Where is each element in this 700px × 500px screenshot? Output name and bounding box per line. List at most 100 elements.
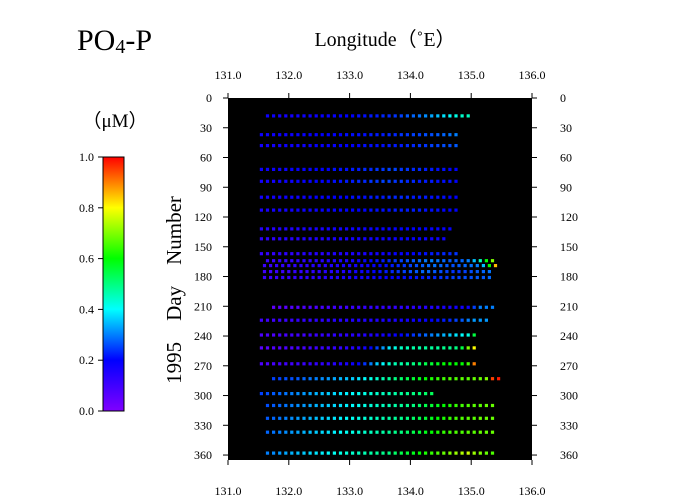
heatmap-cell: [381, 114, 385, 118]
x-tick-label-bottom: 135.0: [458, 484, 485, 498]
heatmap-cell: [381, 259, 385, 263]
heatmap-cell: [490, 403, 495, 408]
heatmap-cell: [351, 377, 355, 381]
heatmap-cell: [393, 237, 397, 241]
heatmap-cell: [442, 403, 446, 408]
heatmap-cell: [296, 259, 300, 263]
heatmap-cell: [442, 195, 446, 199]
heatmap-cell: [405, 252, 409, 256]
heatmap-cell: [351, 179, 355, 183]
heatmap-cell: [448, 346, 452, 350]
y-tick-label-left: 180: [194, 270, 212, 284]
heatmap-cell: [381, 167, 385, 171]
heatmap-cell: [421, 264, 425, 268]
heatmap-cell: [387, 252, 391, 256]
heatmap-cell: [424, 259, 428, 263]
heatmap-cell: [302, 346, 306, 350]
heatmap-cell: [308, 362, 312, 366]
heatmap-cell: [302, 167, 306, 171]
heatmap-cell: [381, 430, 385, 434]
heatmap-cell: [405, 451, 409, 455]
heatmap-cell: [484, 318, 488, 322]
heatmap-cell: [484, 430, 488, 434]
heatmap-cell: [302, 252, 306, 256]
heatmap-cell: [478, 416, 482, 420]
heatmap-cell: [375, 144, 379, 148]
heatmap-cell: [311, 270, 315, 274]
heatmap-cell: [387, 377, 391, 381]
heatmap-cell: [375, 167, 379, 171]
heatmap-cell: [393, 133, 397, 137]
heatmap-cell: [308, 133, 312, 137]
heatmap-cell: [262, 264, 267, 268]
heatmap-cell: [430, 208, 434, 212]
heatmap-cell: [338, 195, 343, 199]
heatmap-cell: [320, 305, 324, 309]
heatmap-cell: [284, 179, 288, 183]
heatmap-cell: [308, 252, 312, 256]
heatmap-cell: [363, 451, 367, 455]
heatmap-cell: [302, 333, 306, 337]
heatmap-cell: [345, 377, 349, 381]
heatmap-cell: [442, 305, 446, 309]
heatmap-cell: [351, 403, 355, 408]
heatmap-cell: [290, 305, 294, 309]
heatmap-cell: [460, 451, 464, 455]
heatmap-cell: [357, 167, 361, 171]
heatmap-cell: [296, 227, 300, 231]
heatmap-cell: [378, 264, 382, 268]
heatmap-cell: [345, 305, 349, 309]
heatmap-cell: [457, 275, 461, 280]
heatmap-cell: [448, 208, 452, 212]
heatmap-cell: [399, 179, 403, 183]
heatmap-cell: [314, 430, 318, 434]
heatmap-cell: [442, 451, 446, 455]
heatmap-cell: [338, 392, 343, 396]
heatmap-cell: [381, 346, 385, 350]
heatmap-cell: [284, 195, 288, 199]
heatmap-cell: [417, 430, 422, 434]
heatmap-cell: [363, 392, 367, 396]
heatmap-cell: [278, 133, 282, 137]
heatmap-cell: [399, 144, 403, 148]
heatmap-cell: [357, 362, 361, 366]
heatmap-cell: [424, 252, 428, 256]
heatmap-cell: [326, 403, 330, 408]
heatmap-cell: [478, 259, 482, 263]
heatmap-cell: [417, 416, 422, 420]
heatmap-cell: [436, 144, 440, 148]
heatmap-cell: [314, 305, 318, 309]
heatmap-cell: [308, 195, 312, 199]
y-tick-label-right: 60: [560, 151, 572, 165]
heatmap-cell: [442, 318, 446, 322]
heatmap-cell: [411, 318, 415, 322]
heatmap-cell: [296, 167, 300, 171]
heatmap-cell: [345, 318, 349, 322]
heatmap-cell: [278, 430, 282, 434]
heatmap-cell: [375, 305, 379, 309]
heatmap-cell: [314, 392, 318, 396]
heatmap-cell: [284, 144, 288, 148]
heatmap-cell: [411, 227, 415, 231]
heatmap-cell: [265, 227, 270, 231]
heatmap-cell: [369, 227, 373, 231]
colorbar-tick-label: 0.8: [79, 201, 94, 215]
heatmap-cell: [326, 430, 330, 434]
heatmap-cell: [345, 114, 349, 118]
heatmap-cell: [338, 259, 343, 263]
heatmap-cell: [405, 362, 409, 366]
heatmap-cell: [265, 259, 270, 263]
heatmap-cell: [375, 403, 379, 408]
heatmap-cell: [375, 451, 379, 455]
heatmap-cell: [265, 133, 270, 137]
heatmap-cell: [466, 318, 470, 322]
heatmap-cell: [387, 305, 391, 309]
heatmap-cell: [478, 430, 482, 434]
heatmap-cell: [302, 144, 306, 148]
heatmap-cell: [442, 208, 446, 212]
heatmap-cell: [387, 346, 391, 350]
heatmap-cell: [436, 259, 440, 263]
heatmap-cell: [399, 237, 403, 241]
heatmap-cell: [357, 305, 361, 309]
y-axis-title: 1995 Day Number: [162, 196, 186, 384]
